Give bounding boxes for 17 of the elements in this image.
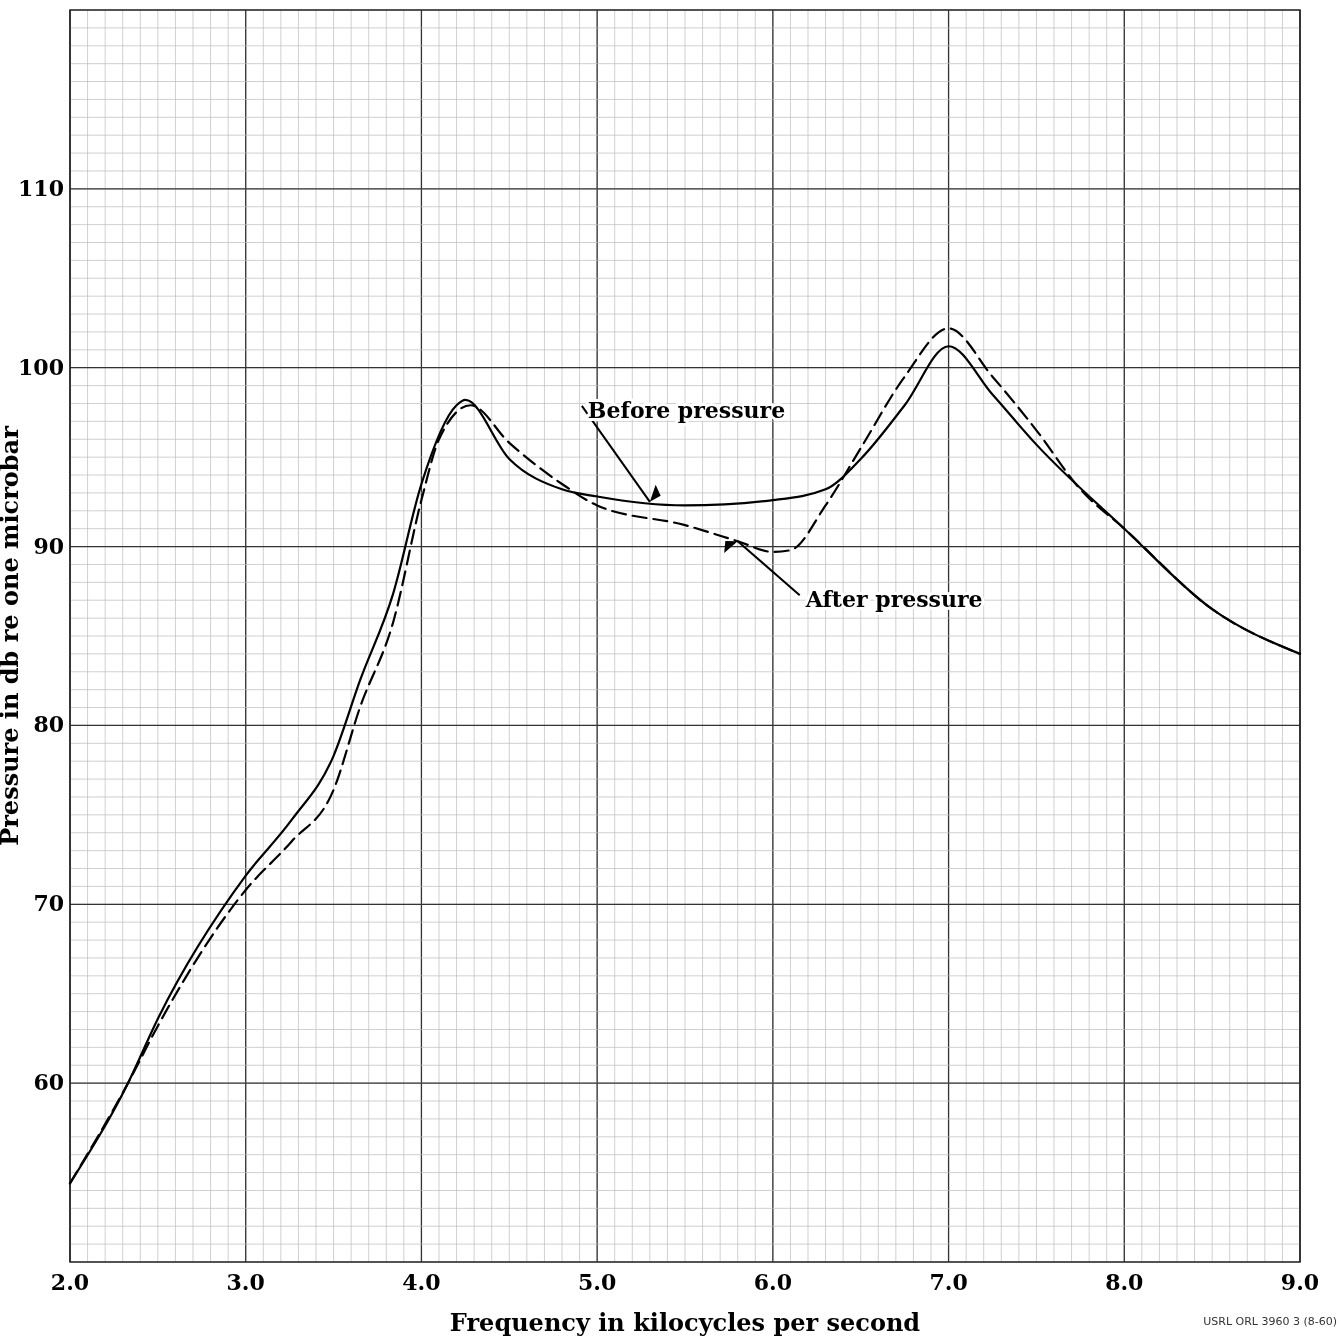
x-tick-label: 9.0 bbox=[1280, 1269, 1320, 1295]
text: USRL ORL 3960 3 (8-60) bbox=[1203, 1315, 1337, 1328]
y-tick-label: 110 bbox=[18, 174, 64, 201]
x-tick-label: 5.0 bbox=[578, 1269, 617, 1295]
x-tick-label: 8.0 bbox=[1105, 1269, 1144, 1295]
x-tick-label: 3.0 bbox=[226, 1269, 265, 1295]
x-tick-label: 6.0 bbox=[753, 1269, 792, 1295]
y-tick-label: 60 bbox=[33, 1069, 64, 1096]
x-tick-label: 7.0 bbox=[929, 1269, 968, 1295]
x-axis-title: Frequency in kilocycles per second bbox=[449, 1308, 921, 1337]
y-tick-label: 80 bbox=[33, 711, 64, 738]
y-tick-label: 100 bbox=[18, 353, 64, 380]
y-tick-label: 70 bbox=[33, 890, 64, 917]
y-axis-title: Pressure in db re one microbar bbox=[0, 425, 24, 846]
x-tick-label: 2.0 bbox=[50, 1269, 90, 1295]
y-tick-label: 90 bbox=[33, 532, 64, 559]
x-tick-label: 4.0 bbox=[402, 1269, 441, 1295]
